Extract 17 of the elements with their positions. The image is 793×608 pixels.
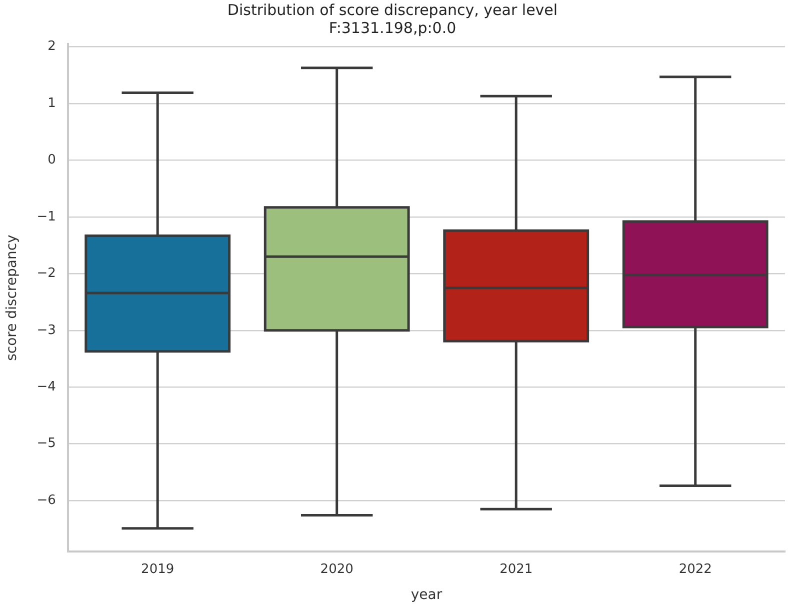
y-tick-label: −5 <box>36 436 56 452</box>
y-tick-label: 0 <box>48 152 56 168</box>
chart-subtitle: F:3131.198,p:0.0 <box>328 18 456 37</box>
chart-title: Distribution of score discrepancy, year level <box>227 0 558 19</box>
y-tick-label: −3 <box>36 322 56 338</box>
y-tick-label: −2 <box>36 266 56 282</box>
y-tick-label: −4 <box>36 380 56 394</box>
x-tick-label: 2019 <box>141 562 174 577</box>
y-axis-title: score discrepancy <box>4 234 20 361</box>
y-tick-label: −6 <box>36 492 56 508</box>
y-tick-label: 1 <box>48 96 56 111</box>
x-tick-label: 2022 <box>678 562 712 577</box>
x-tick-label: 2021 <box>500 562 533 577</box>
x-tick-label: 2020 <box>320 562 354 577</box>
y-tick-label: −1 <box>36 209 56 224</box>
x-axis-title: year <box>410 587 442 604</box>
y-tick-label: 2 <box>48 39 56 54</box>
